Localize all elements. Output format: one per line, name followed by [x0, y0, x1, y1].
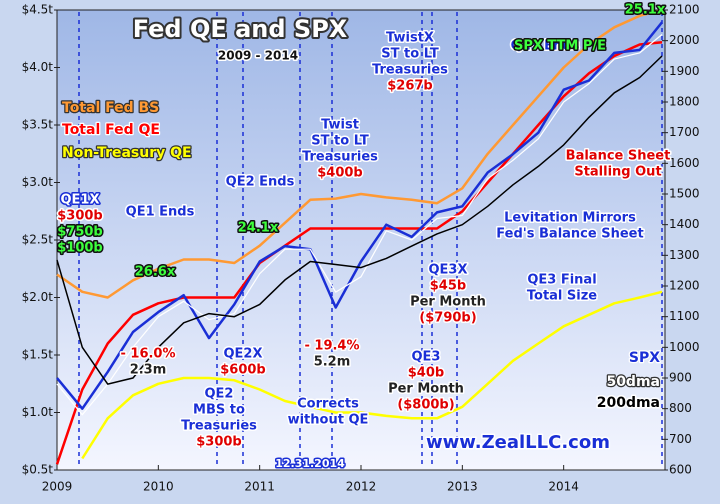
x-tick-label: 2011	[244, 480, 275, 494]
annotation: QE2 Ends	[226, 175, 295, 190]
y2-tick-label: 800	[669, 401, 692, 415]
legend-entry: Total Fed BS	[62, 100, 159, 116]
annotation: Treasuries	[372, 63, 448, 78]
annotation: QE1X	[61, 193, 100, 208]
chart-title: Fed QE and SPX	[133, 15, 348, 43]
annotation: QE1 Ends	[126, 205, 195, 220]
y2-tick-label: 600	[669, 463, 692, 477]
y-tick-label: $2.0t	[22, 290, 54, 304]
annotation: ST to LT	[311, 134, 369, 149]
y2-tick-label: 1300	[669, 248, 700, 262]
y2-tick-label: 900	[669, 371, 692, 385]
annotation: QE3 Final	[527, 273, 596, 288]
annotation: 12.31.2014	[275, 457, 345, 470]
annotation: $300b	[196, 435, 242, 450]
series-line	[56, 34, 663, 416]
annotation: QE3 Ends	[511, 39, 580, 54]
annotation: Treasuries	[302, 150, 378, 165]
annotation: 25.1x	[625, 3, 666, 18]
annotation: - 19.4%	[304, 339, 359, 354]
y2-tick-label: 1500	[669, 187, 700, 201]
y-tick-label: $2.5t	[22, 233, 54, 247]
y-tick-label: $3.0t	[22, 175, 54, 189]
annotation: $100b	[57, 241, 103, 256]
annotation: QE2	[205, 387, 234, 402]
legend-entry: SPX	[629, 350, 660, 366]
annotation: Corrects	[297, 397, 359, 412]
annotation: QE3X	[429, 263, 468, 278]
annotation: ($790b)	[419, 311, 476, 326]
x-tick-label: 2009	[42, 480, 73, 494]
y2-tick-label: 2100	[669, 3, 700, 17]
annotation: 24.1x	[238, 221, 279, 236]
y2-tick-label: 2000	[669, 33, 700, 47]
annotation: TwistX	[386, 31, 434, 46]
annotation: $750b	[57, 225, 103, 240]
annotation: - 16.0%	[120, 347, 175, 362]
annotation: $600b	[220, 363, 266, 378]
y-tick-label: $3.5t	[22, 118, 54, 132]
annotation: QE2X	[224, 347, 263, 362]
annotation: $45b	[430, 279, 466, 294]
annotation: 5.2m	[314, 355, 351, 370]
annotation: $267b	[387, 79, 433, 94]
annotation: $400b	[317, 166, 363, 181]
y2-tick-label: 700	[669, 432, 692, 446]
plot-area	[56, 9, 666, 471]
annotation: Treasuries	[181, 419, 257, 434]
annotation: Per Month	[410, 295, 486, 310]
plot	[54, 8, 668, 471]
series-line	[81, 290, 663, 460]
series-line	[56, 21, 663, 410]
annotation: Per Month	[388, 382, 464, 397]
y-tick-label: $1.0t	[22, 405, 54, 419]
legend-entry: Non-Treasury QE	[62, 145, 192, 161]
x-tick-label: 2013	[447, 480, 478, 494]
annotation: ST to LT	[381, 47, 439, 62]
y-tick-label: $0.5t	[22, 463, 54, 477]
annotation: Levitation Mirrors	[504, 211, 636, 226]
y2-tick-label: 1400	[669, 217, 700, 231]
annotation: MBS to	[193, 403, 245, 418]
annotation: without QE	[288, 413, 369, 428]
y2-tick-label: 1800	[669, 95, 700, 109]
y2-tick-label: 1100	[669, 309, 700, 323]
annotation: ($800b)	[397, 398, 454, 413]
y2-tick-label: 1600	[669, 156, 700, 170]
annotation: www.ZealLLC.com	[426, 432, 610, 453]
series-line	[56, 55, 663, 385]
legend-entry: 200dma	[597, 395, 660, 411]
event-lines	[78, 12, 663, 468]
y2-tick-label: 1700	[669, 125, 700, 139]
annotation: Balance Sheet	[566, 149, 671, 164]
y-tick-label: $4.5t	[22, 3, 54, 17]
x-tick-label: 2014	[548, 480, 579, 494]
annotation: $300b	[57, 209, 103, 224]
y-tick-label: $1.5t	[22, 348, 54, 362]
y-tick-label: $4.0t	[22, 60, 54, 74]
series-line	[55, 40, 663, 465]
annotation: Stalling Out	[574, 165, 661, 180]
x-tick-label: 2010	[143, 480, 174, 494]
y2-tick-label: 1000	[669, 340, 700, 354]
legend-entry: 50dma	[606, 374, 660, 390]
annotation: SPX TTM P/E	[514, 39, 606, 54]
annotation: Twist	[321, 118, 359, 133]
annotation: QE3	[412, 350, 441, 365]
chart-subtitle: 2009 - 2014	[218, 49, 298, 63]
y2-tick-label: 1200	[669, 279, 700, 293]
y2-tick-label: 1900	[669, 64, 700, 78]
annotation: Total Size	[527, 289, 597, 304]
series-line	[56, 8, 663, 299]
annotation: 2.3m	[130, 363, 167, 378]
annotation: 26.6x	[135, 265, 176, 280]
annotation: $40b	[408, 366, 444, 381]
x-tick-label: 2012	[346, 480, 377, 494]
legend-entry: Total Fed QE	[62, 122, 160, 138]
annotation: Fed's Balance Sheet	[496, 227, 643, 242]
